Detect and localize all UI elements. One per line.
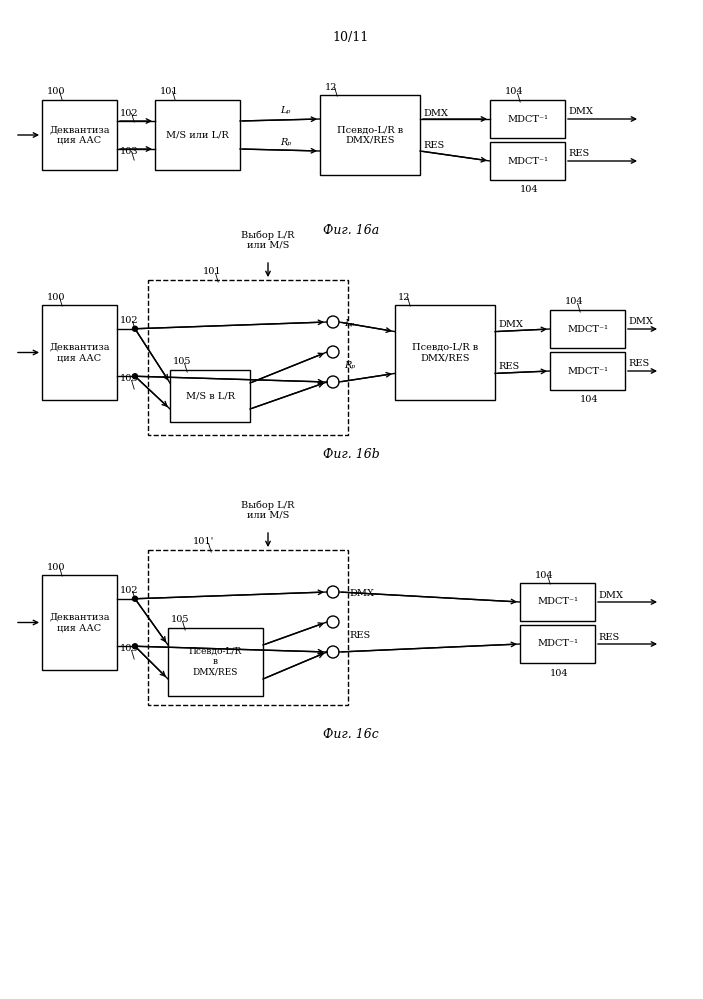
Text: RES: RES bbox=[423, 142, 444, 151]
Text: \: \ bbox=[131, 151, 135, 161]
Text: Фиг. 16c: Фиг. 16c bbox=[323, 728, 379, 741]
Bar bbox=[170, 370, 250, 422]
Text: Rₚ: Rₚ bbox=[280, 139, 291, 148]
Bar bbox=[550, 310, 625, 348]
Bar bbox=[520, 583, 595, 621]
Bar bbox=[550, 352, 625, 390]
Text: 103: 103 bbox=[120, 374, 138, 383]
Circle shape bbox=[132, 374, 138, 379]
Text: Псевдо-L/R в
DMX/RES: Псевдо-L/R в DMX/RES bbox=[412, 343, 478, 363]
Text: MDCT⁻¹: MDCT⁻¹ bbox=[567, 325, 608, 334]
Bar bbox=[148, 550, 348, 705]
Text: RES: RES bbox=[628, 360, 650, 369]
Text: 104: 104 bbox=[520, 186, 538, 195]
Text: 100: 100 bbox=[47, 88, 65, 97]
Text: \: \ bbox=[208, 542, 212, 552]
Text: 104: 104 bbox=[565, 298, 583, 307]
Text: MDCT⁻¹: MDCT⁻¹ bbox=[537, 639, 578, 648]
Text: 104: 104 bbox=[505, 88, 524, 97]
Text: \: \ bbox=[215, 272, 219, 282]
Text: Выбор L/R
или M/S: Выбор L/R или M/S bbox=[241, 230, 295, 250]
Text: 102: 102 bbox=[120, 317, 138, 326]
Text: Псевдо-L/R
в
DMX/RES: Псевдо-L/R в DMX/RES bbox=[189, 647, 242, 677]
Text: 100: 100 bbox=[47, 293, 65, 302]
Text: RES: RES bbox=[349, 631, 370, 640]
Text: \: \ bbox=[59, 567, 63, 577]
Bar bbox=[148, 280, 348, 435]
Bar bbox=[490, 142, 565, 180]
Text: 12: 12 bbox=[398, 293, 411, 302]
Text: 105: 105 bbox=[171, 615, 190, 624]
Text: \: \ bbox=[334, 87, 337, 97]
Bar bbox=[168, 628, 263, 696]
Bar bbox=[490, 100, 565, 138]
Bar bbox=[42, 575, 117, 670]
Text: DMX: DMX bbox=[498, 320, 523, 329]
Text: 105: 105 bbox=[173, 358, 191, 367]
Bar bbox=[155, 100, 240, 170]
Text: MDCT⁻¹: MDCT⁻¹ bbox=[537, 597, 578, 606]
Text: 12: 12 bbox=[325, 83, 337, 92]
Text: \: \ bbox=[517, 92, 521, 102]
Text: \: \ bbox=[131, 380, 135, 390]
Text: 104: 104 bbox=[535, 570, 554, 579]
Text: \: \ bbox=[577, 302, 581, 312]
Text: 103: 103 bbox=[120, 147, 138, 156]
Text: Деквантиза
ция ААС: Деквантиза ция ААС bbox=[49, 125, 110, 145]
Text: DMX: DMX bbox=[628, 318, 653, 327]
Text: RES: RES bbox=[598, 632, 619, 641]
Bar bbox=[395, 305, 495, 400]
Text: Lₚ: Lₚ bbox=[280, 107, 290, 116]
Text: Деквантиза
ция ААС: Деквантиза ция ААС bbox=[49, 612, 110, 632]
Text: Фиг. 16b: Фиг. 16b bbox=[323, 449, 380, 462]
Bar bbox=[320, 95, 420, 175]
Text: \: \ bbox=[59, 91, 63, 101]
Text: RES: RES bbox=[568, 150, 589, 159]
Text: \: \ bbox=[131, 649, 135, 659]
Text: 101': 101' bbox=[193, 537, 214, 546]
Text: DMX: DMX bbox=[568, 108, 593, 117]
Text: 101: 101 bbox=[203, 268, 221, 277]
Text: MDCT⁻¹: MDCT⁻¹ bbox=[567, 367, 608, 376]
Text: Выбор L/R
или M/S: Выбор L/R или M/S bbox=[241, 500, 295, 519]
Text: DMX: DMX bbox=[349, 589, 374, 598]
Text: \: \ bbox=[547, 575, 550, 585]
Text: 100: 100 bbox=[47, 562, 65, 571]
Circle shape bbox=[132, 596, 138, 601]
Text: M/S в L/R: M/S в L/R bbox=[186, 392, 235, 401]
Text: \: \ bbox=[407, 297, 411, 307]
Bar bbox=[42, 305, 117, 400]
Text: \: \ bbox=[182, 620, 186, 630]
Text: DMX: DMX bbox=[598, 590, 623, 599]
Text: 102: 102 bbox=[120, 586, 138, 595]
Text: M/S или L/R: M/S или L/R bbox=[166, 131, 229, 140]
Text: Lₚ: Lₚ bbox=[344, 319, 354, 328]
Text: \: \ bbox=[184, 362, 188, 372]
Text: Rₚ: Rₚ bbox=[344, 361, 355, 370]
Bar bbox=[42, 100, 117, 170]
Text: \: \ bbox=[132, 321, 136, 331]
Text: Фиг. 16a: Фиг. 16a bbox=[323, 224, 379, 237]
Text: 10/11: 10/11 bbox=[333, 32, 369, 45]
Text: MDCT⁻¹: MDCT⁻¹ bbox=[507, 157, 548, 166]
Text: RES: RES bbox=[498, 362, 520, 371]
Text: 103: 103 bbox=[120, 643, 138, 652]
Text: 104: 104 bbox=[550, 668, 569, 677]
Text: 102: 102 bbox=[120, 109, 138, 118]
Text: Псевдо-L/R в
DMX/RES: Псевдо-L/R в DMX/RES bbox=[337, 125, 403, 145]
Bar bbox=[520, 625, 595, 663]
Text: DMX: DMX bbox=[423, 110, 448, 119]
Text: \: \ bbox=[132, 590, 136, 600]
Text: \: \ bbox=[131, 113, 135, 123]
Text: \: \ bbox=[172, 91, 176, 101]
Text: 101: 101 bbox=[160, 88, 179, 97]
Circle shape bbox=[132, 327, 138, 332]
Text: Деквантиза
ция ААС: Деквантиза ция ААС bbox=[49, 343, 110, 363]
Text: \: \ bbox=[59, 297, 63, 307]
Text: 104: 104 bbox=[580, 396, 599, 405]
Circle shape bbox=[132, 643, 138, 648]
Text: MDCT⁻¹: MDCT⁻¹ bbox=[507, 115, 548, 124]
